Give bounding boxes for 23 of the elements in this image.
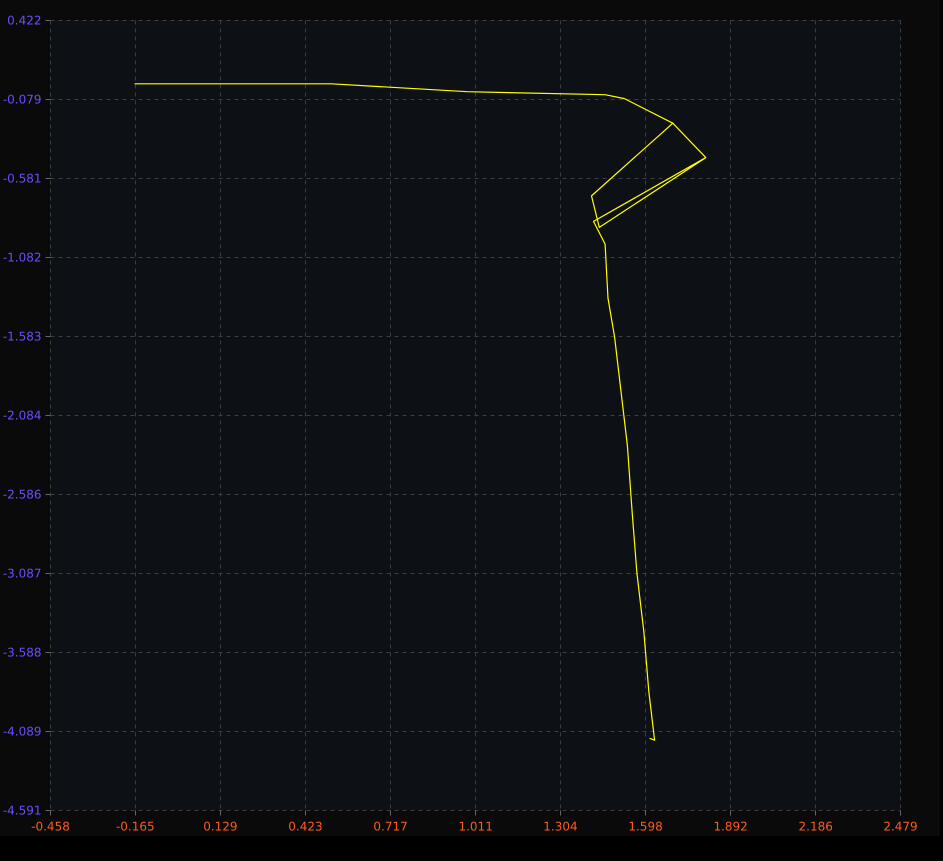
- y-tick-label: -2.084: [2, 408, 42, 422]
- y-tick-label: -1.082: [2, 250, 42, 265]
- x-tick-label: 0.717: [373, 820, 408, 834]
- y-tick-label: 0.422: [7, 14, 42, 28]
- x-tick-label: 2.479: [883, 820, 918, 834]
- line-series: [134, 83, 706, 741]
- y-tick-label: -0.079: [2, 92, 42, 106]
- x-tick-label: 1.304: [543, 820, 578, 834]
- x-tick-label: -0.458: [31, 820, 70, 834]
- x-tick-label: 1.598: [628, 820, 663, 834]
- y-tick-label: -0.581: [2, 172, 42, 186]
- y-tick-label: -2.586: [2, 488, 42, 502]
- x-tick-label: -0.165: [116, 820, 155, 834]
- x-tick-label: 2.186: [798, 820, 833, 834]
- x-tick-label: 1.011: [458, 820, 493, 834]
- x-tick-label: 1.892: [713, 820, 748, 834]
- y-tick-label: -3.087: [2, 566, 42, 580]
- x-tick-label: 0.423: [288, 820, 323, 834]
- y-tick-label: -1.583: [2, 329, 42, 344]
- y-tick-label: -4.089: [2, 724, 42, 738]
- y-tick-label: -3.588: [2, 645, 42, 660]
- x-tick-label: 0.129: [203, 820, 238, 834]
- y-tick-label: -4.591: [2, 804, 42, 818]
